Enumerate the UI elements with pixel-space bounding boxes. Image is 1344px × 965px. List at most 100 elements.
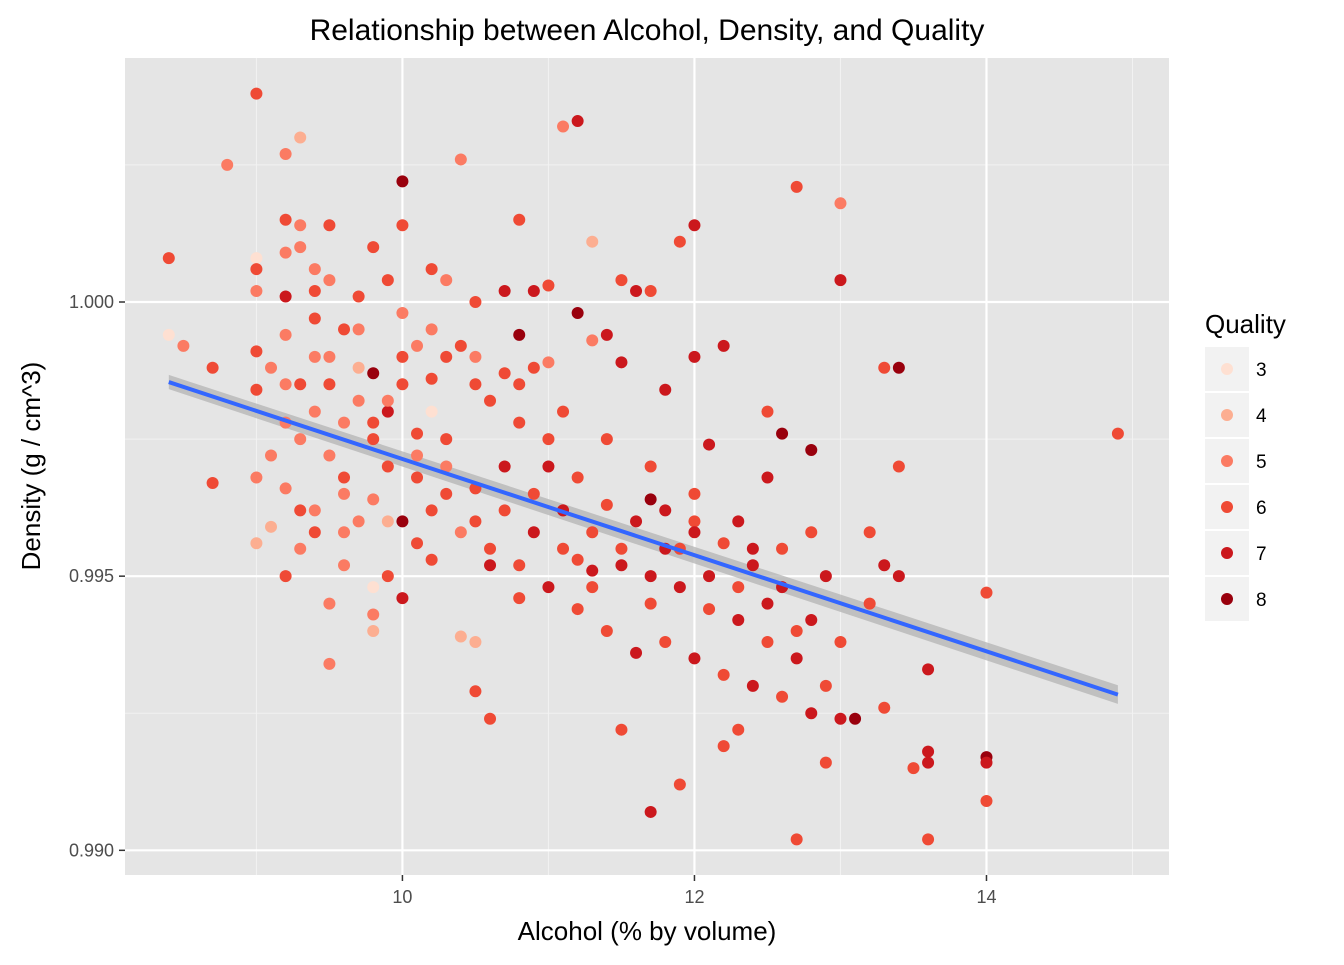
data-point — [250, 263, 263, 276]
data-point — [688, 219, 701, 232]
data-point — [571, 471, 584, 484]
data-point — [425, 323, 438, 336]
data-point — [367, 624, 380, 637]
data-point — [294, 241, 307, 254]
data-point — [250, 537, 263, 550]
data-point — [776, 542, 789, 555]
legend-entry-label: 4 — [1256, 406, 1267, 427]
data-point — [484, 712, 497, 725]
data-point — [790, 624, 803, 637]
data-point — [513, 416, 526, 429]
x-axis-ticks: 10 12 14 — [392, 875, 996, 907]
data-point — [688, 515, 701, 528]
data-point — [717, 740, 730, 753]
data-point — [396, 515, 409, 528]
data-point — [863, 597, 876, 610]
data-point — [381, 274, 394, 287]
data-point — [615, 274, 628, 287]
data-point — [527, 285, 540, 298]
y-axis-ticks: 0.990 0.995 1.000 — [69, 292, 125, 860]
legend-entry-label: 6 — [1256, 498, 1267, 519]
y-tick-label: 0.995 — [69, 566, 114, 586]
data-point — [630, 646, 643, 659]
x-tick-label: 10 — [392, 887, 412, 907]
data-point — [469, 296, 482, 309]
data-point — [411, 471, 424, 484]
data-point — [732, 723, 745, 736]
data-point — [338, 416, 351, 429]
data-point — [396, 306, 409, 319]
data-point — [396, 378, 409, 391]
data-point — [338, 526, 351, 539]
data-point — [571, 306, 584, 319]
data-points — [162, 87, 1124, 846]
data-point — [396, 175, 409, 188]
data-point — [805, 444, 818, 457]
data-point — [615, 723, 628, 736]
data-point — [250, 87, 263, 100]
data-point — [557, 120, 570, 133]
legend-key-symbol — [1221, 593, 1233, 605]
data-point — [600, 328, 613, 341]
data-point — [294, 219, 307, 232]
data-point — [761, 597, 774, 610]
data-point — [586, 581, 599, 594]
data-point — [484, 394, 497, 407]
data-point — [688, 526, 701, 539]
y-axis-label: Density (g / cm^3) — [16, 362, 46, 571]
data-point — [308, 285, 321, 298]
data-point — [294, 504, 307, 517]
data-point — [367, 581, 380, 594]
data-point — [834, 712, 847, 725]
legend-key-symbol — [1221, 547, 1233, 559]
data-point — [892, 361, 905, 374]
data-point — [279, 213, 292, 226]
data-point — [454, 339, 467, 352]
data-point — [922, 756, 935, 769]
data-point — [819, 570, 832, 583]
data-point — [454, 153, 467, 166]
data-point — [732, 581, 745, 594]
legend-entry-label: 5 — [1256, 452, 1267, 473]
data-point — [673, 581, 686, 594]
data-point — [221, 158, 234, 171]
data-point — [703, 603, 716, 616]
data-point — [644, 285, 657, 298]
data-point — [411, 339, 424, 352]
data-point — [703, 438, 716, 451]
data-point — [381, 515, 394, 528]
data-point — [381, 394, 394, 407]
data-point — [250, 345, 263, 358]
data-point — [659, 635, 672, 648]
data-point — [265, 520, 278, 533]
data-point — [308, 405, 321, 418]
data-point — [980, 586, 993, 599]
data-point — [338, 487, 351, 500]
data-point — [790, 180, 803, 193]
data-point — [688, 350, 701, 363]
data-point — [600, 624, 613, 637]
data-point — [732, 614, 745, 627]
data-point — [761, 635, 774, 648]
data-point — [922, 833, 935, 846]
data-point — [396, 219, 409, 232]
data-point — [571, 553, 584, 566]
data-point — [834, 274, 847, 287]
data-point — [250, 285, 263, 298]
data-point — [746, 542, 759, 555]
data-point — [162, 328, 175, 341]
legend: Quality 3 4 5 6 7 8 — [1205, 309, 1286, 621]
data-point — [440, 460, 453, 473]
data-point — [469, 378, 482, 391]
data-point — [352, 515, 365, 528]
data-point — [308, 504, 321, 517]
data-point — [717, 668, 730, 681]
data-point — [294, 131, 307, 144]
data-point — [630, 515, 643, 528]
legend-key-symbol — [1221, 363, 1233, 375]
y-tick-label: 0.990 — [69, 840, 114, 860]
data-point — [440, 433, 453, 446]
data-point — [279, 147, 292, 160]
